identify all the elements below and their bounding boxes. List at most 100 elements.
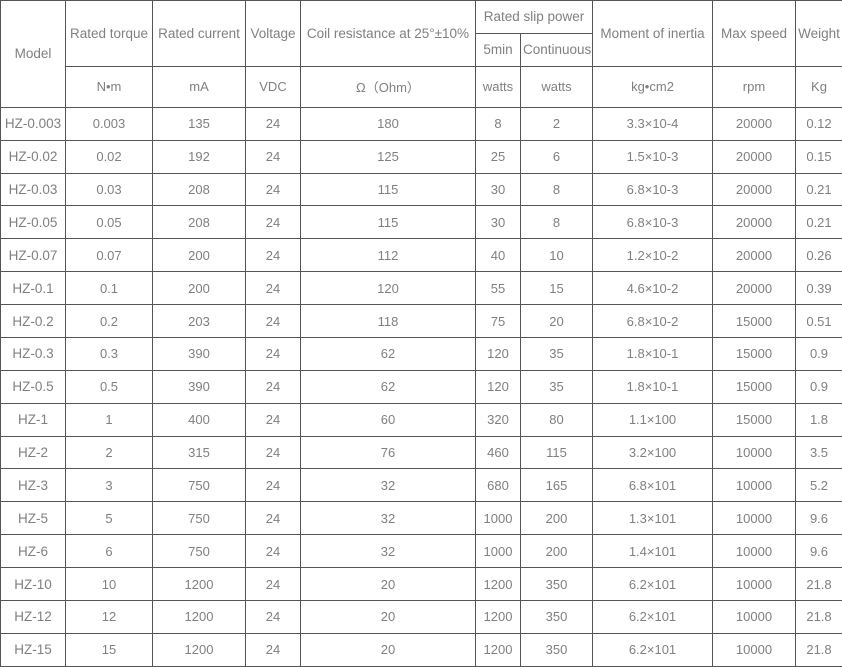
cell-rated-current: 1200 xyxy=(152,567,246,601)
cell-voltage: 24 xyxy=(245,139,301,174)
cell-rated-current: 200 xyxy=(152,238,246,273)
cell-slip-continuous: 350 xyxy=(520,632,593,667)
cell-slip-5min: 1200 xyxy=(475,567,521,601)
table-row: HZ-12 12 1200 24 20 1200 350 6.2×101 10000 21.8 xyxy=(0,599,842,634)
cell-slip-5min: 8 xyxy=(475,106,521,141)
header-rated-torque: Rated torque xyxy=(65,0,153,67)
cell-weight: 21.8 xyxy=(795,632,842,667)
cell-max-speed: 15000 xyxy=(712,402,796,437)
cell-moment-of-inertia: 1.8×10-1 xyxy=(592,336,713,371)
cell-rated-torque: 10 xyxy=(65,567,153,601)
cell-slip-5min: 40 xyxy=(475,238,521,273)
cell-rated-torque: 0.02 xyxy=(65,139,153,174)
cell-rated-torque: 12 xyxy=(65,599,153,634)
cell-voltage: 24 xyxy=(245,632,301,667)
cell-coil-resistance: 62 xyxy=(300,336,476,371)
cell-moment-of-inertia: 1.5×10-3 xyxy=(592,139,713,174)
cell-voltage: 24 xyxy=(245,567,301,601)
cell-max-speed: 20000 xyxy=(712,205,796,240)
cell-moment-of-inertia: 3.3×10-4 xyxy=(592,106,713,141)
table-row: HZ-0.003 0.003 135 24 180 8 2 3.3×10-4 20000 0.12 xyxy=(0,106,842,141)
table-row: HZ-1 1 400 24 60 320 80 1.1×100 15000 1.8 xyxy=(0,402,842,437)
cell-moment-of-inertia: 6.8×10-2 xyxy=(592,304,713,338)
cell-model: HZ-0.2 xyxy=(0,304,66,338)
unit-coil-resistance: Ω（Ohm） xyxy=(300,65,476,108)
cell-voltage: 24 xyxy=(245,172,301,207)
cell-voltage: 24 xyxy=(245,205,301,240)
cell-coil-resistance: 20 xyxy=(300,567,476,601)
cell-slip-continuous: 115 xyxy=(520,435,593,470)
cell-weight: 9.6 xyxy=(795,501,842,536)
cell-rated-current: 315 xyxy=(152,435,246,470)
cell-slip-continuous: 35 xyxy=(520,369,593,404)
cell-weight: 0.9 xyxy=(795,369,842,404)
cell-max-speed: 10000 xyxy=(712,501,796,536)
cell-max-speed: 20000 xyxy=(712,172,796,207)
cell-rated-current: 1200 xyxy=(152,632,246,667)
cell-weight: 21.8 xyxy=(795,599,842,634)
cell-rated-torque: 3 xyxy=(65,468,153,503)
cell-weight: 5.2 xyxy=(795,468,842,503)
cell-model: HZ-0.5 xyxy=(0,369,66,404)
header-slip-5min: 5min xyxy=(475,32,521,67)
cell-slip-continuous: 8 xyxy=(520,172,593,207)
cell-voltage: 24 xyxy=(245,468,301,503)
cell-voltage: 24 xyxy=(245,534,301,569)
cell-rated-torque: 0.2 xyxy=(65,304,153,338)
cell-slip-5min: 25 xyxy=(475,139,521,174)
cell-slip-5min: 30 xyxy=(475,205,521,240)
cell-rated-current: 208 xyxy=(152,172,246,207)
cell-max-speed: 20000 xyxy=(712,139,796,174)
cell-slip-continuous: 8 xyxy=(520,205,593,240)
cell-rated-torque: 15 xyxy=(65,632,153,667)
cell-model: HZ-0.02 xyxy=(0,139,66,174)
cell-model: HZ-1 xyxy=(0,402,66,437)
cell-weight: 0.21 xyxy=(795,205,842,240)
cell-max-speed: 10000 xyxy=(712,468,796,503)
cell-coil-resistance: 76 xyxy=(300,435,476,470)
header-max-speed: Max speed xyxy=(712,0,796,67)
cell-max-speed: 20000 xyxy=(712,106,796,141)
table-row: HZ-5 5 750 24 32 1000 200 1.3×101 10000 9.6 xyxy=(0,501,842,536)
header-voltage: Voltage xyxy=(245,0,301,67)
cell-rated-torque: 2 xyxy=(65,435,153,470)
cell-rated-current: 750 xyxy=(152,501,246,536)
table-row: HZ-2 2 315 24 76 460 115 3.2×100 10000 3.5 xyxy=(0,435,842,470)
cell-max-speed: 10000 xyxy=(712,435,796,470)
table-row: HZ-0.02 0.02 192 24 125 25 6 1.5×10-3 20000 0.15 xyxy=(0,139,842,174)
cell-weight: 1.8 xyxy=(795,402,842,437)
cell-coil-resistance: 32 xyxy=(300,534,476,569)
cell-moment-of-inertia: 6.2×101 xyxy=(592,632,713,667)
cell-moment-of-inertia: 3.2×100 xyxy=(592,435,713,470)
cell-voltage: 24 xyxy=(245,238,301,273)
cell-slip-continuous: 350 xyxy=(520,567,593,601)
cell-rated-current: 750 xyxy=(152,468,246,503)
cell-slip-5min: 55 xyxy=(475,271,521,306)
table-row: HZ-0.3 0.3 390 24 62 120 35 1.8×10-1 15000 0.9 xyxy=(0,336,842,371)
cell-moment-of-inertia: 4.6×10-2 xyxy=(592,271,713,306)
table-row: HZ-6 6 750 24 32 1000 200 1.4×101 10000 9.6 xyxy=(0,534,842,569)
header-row-subgroups: 5min Continuous xyxy=(1,32,842,67)
cell-slip-continuous: 200 xyxy=(520,534,593,569)
cell-weight: 0.21 xyxy=(795,172,842,207)
cell-slip-continuous: 350 xyxy=(520,599,593,634)
cell-rated-current: 1200 xyxy=(152,599,246,634)
cell-model: HZ-0.3 xyxy=(0,336,66,371)
cell-rated-torque: 0.5 xyxy=(65,369,153,404)
cell-coil-resistance: 125 xyxy=(300,139,476,174)
cell-weight: 3.5 xyxy=(795,435,842,470)
cell-max-speed: 10000 xyxy=(712,567,796,601)
cell-max-speed: 15000 xyxy=(712,369,796,404)
cell-max-speed: 10000 xyxy=(712,534,796,569)
cell-slip-continuous: 2 xyxy=(520,106,593,141)
cell-rated-current: 135 xyxy=(152,106,246,141)
header-row-units: N•m mA VDC Ω（Ohm） watts watts kg•cm2 rpm… xyxy=(1,65,842,108)
cell-voltage: 24 xyxy=(245,369,301,404)
cell-max-speed: 20000 xyxy=(712,271,796,306)
cell-model: HZ-3 xyxy=(0,468,66,503)
cell-coil-resistance: 112 xyxy=(300,238,476,273)
cell-slip-5min: 120 xyxy=(475,336,521,371)
cell-model: HZ-5 xyxy=(0,501,66,536)
cell-weight: 0.15 xyxy=(795,139,842,174)
